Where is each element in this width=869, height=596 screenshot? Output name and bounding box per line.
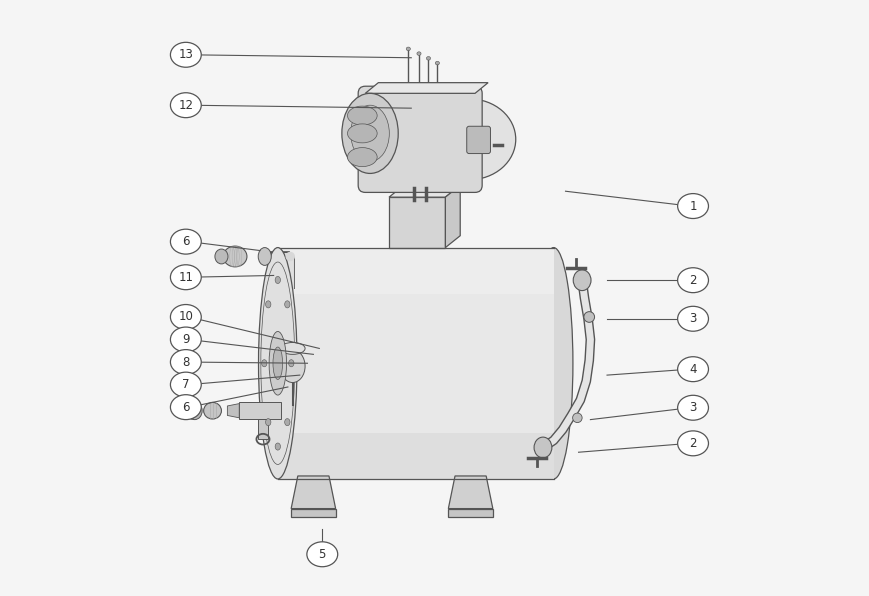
- Ellipse shape: [422, 99, 515, 180]
- Polygon shape: [365, 83, 488, 94]
- Text: 1: 1: [688, 200, 696, 213]
- Ellipse shape: [223, 246, 247, 267]
- Ellipse shape: [572, 413, 581, 423]
- Ellipse shape: [408, 94, 414, 97]
- Ellipse shape: [677, 268, 707, 293]
- Ellipse shape: [347, 106, 377, 125]
- Ellipse shape: [285, 252, 295, 261]
- Ellipse shape: [284, 301, 289, 308]
- Ellipse shape: [583, 312, 594, 322]
- Ellipse shape: [203, 402, 222, 419]
- Ellipse shape: [265, 301, 270, 308]
- Polygon shape: [277, 247, 553, 294]
- Ellipse shape: [436, 185, 441, 188]
- Polygon shape: [388, 197, 445, 247]
- Ellipse shape: [404, 92, 417, 99]
- Ellipse shape: [262, 360, 267, 367]
- Ellipse shape: [347, 148, 377, 167]
- Ellipse shape: [350, 105, 388, 162]
- Ellipse shape: [307, 542, 337, 567]
- Ellipse shape: [534, 247, 573, 479]
- Ellipse shape: [677, 357, 707, 381]
- Ellipse shape: [258, 247, 271, 265]
- Ellipse shape: [269, 331, 286, 395]
- Ellipse shape: [280, 343, 305, 355]
- Ellipse shape: [426, 57, 430, 60]
- Ellipse shape: [342, 94, 398, 173]
- Polygon shape: [227, 403, 239, 418]
- Text: 6: 6: [182, 401, 189, 414]
- Polygon shape: [277, 433, 553, 479]
- Ellipse shape: [436, 183, 441, 186]
- Ellipse shape: [187, 402, 202, 420]
- Ellipse shape: [170, 350, 201, 374]
- Ellipse shape: [170, 372, 201, 397]
- Ellipse shape: [284, 418, 289, 426]
- Ellipse shape: [275, 277, 280, 284]
- Text: 11: 11: [178, 271, 193, 284]
- Ellipse shape: [416, 95, 429, 103]
- Ellipse shape: [407, 183, 412, 186]
- Ellipse shape: [677, 431, 707, 456]
- Text: 6: 6: [182, 235, 189, 248]
- Ellipse shape: [407, 185, 412, 188]
- Text: 8: 8: [182, 356, 189, 368]
- Ellipse shape: [420, 97, 426, 100]
- Ellipse shape: [273, 347, 282, 380]
- Polygon shape: [448, 508, 492, 517]
- Text: 2: 2: [688, 274, 696, 287]
- Polygon shape: [388, 185, 460, 197]
- Ellipse shape: [573, 270, 590, 291]
- Ellipse shape: [170, 93, 201, 117]
- Ellipse shape: [265, 418, 270, 426]
- Text: 13: 13: [178, 48, 193, 61]
- Ellipse shape: [170, 395, 201, 420]
- Text: 4: 4: [688, 363, 696, 375]
- Text: 2: 2: [688, 437, 696, 450]
- Ellipse shape: [170, 229, 201, 254]
- Ellipse shape: [347, 124, 377, 143]
- Ellipse shape: [280, 350, 305, 383]
- Polygon shape: [445, 185, 460, 247]
- FancyBboxPatch shape: [466, 126, 490, 154]
- Polygon shape: [291, 508, 335, 517]
- Ellipse shape: [170, 327, 201, 352]
- Text: 3: 3: [688, 312, 696, 325]
- Ellipse shape: [170, 305, 201, 330]
- FancyBboxPatch shape: [358, 86, 481, 193]
- Ellipse shape: [416, 52, 421, 55]
- Polygon shape: [277, 247, 553, 479]
- Polygon shape: [448, 476, 492, 508]
- Text: 12: 12: [178, 99, 193, 111]
- Text: 7: 7: [182, 378, 189, 391]
- Ellipse shape: [677, 194, 707, 219]
- Ellipse shape: [170, 42, 201, 67]
- Ellipse shape: [275, 443, 280, 450]
- Ellipse shape: [677, 395, 707, 420]
- Ellipse shape: [258, 247, 296, 479]
- Text: 10: 10: [178, 311, 193, 324]
- Ellipse shape: [534, 437, 551, 458]
- Ellipse shape: [434, 61, 439, 65]
- Text: 9: 9: [182, 333, 189, 346]
- Ellipse shape: [215, 249, 228, 264]
- Ellipse shape: [406, 47, 410, 51]
- Ellipse shape: [289, 360, 294, 367]
- Text: 3: 3: [688, 401, 696, 414]
- Ellipse shape: [677, 306, 707, 331]
- Polygon shape: [291, 476, 335, 508]
- Ellipse shape: [170, 265, 201, 290]
- Polygon shape: [239, 402, 281, 419]
- Text: 5: 5: [318, 548, 326, 561]
- Polygon shape: [258, 419, 268, 439]
